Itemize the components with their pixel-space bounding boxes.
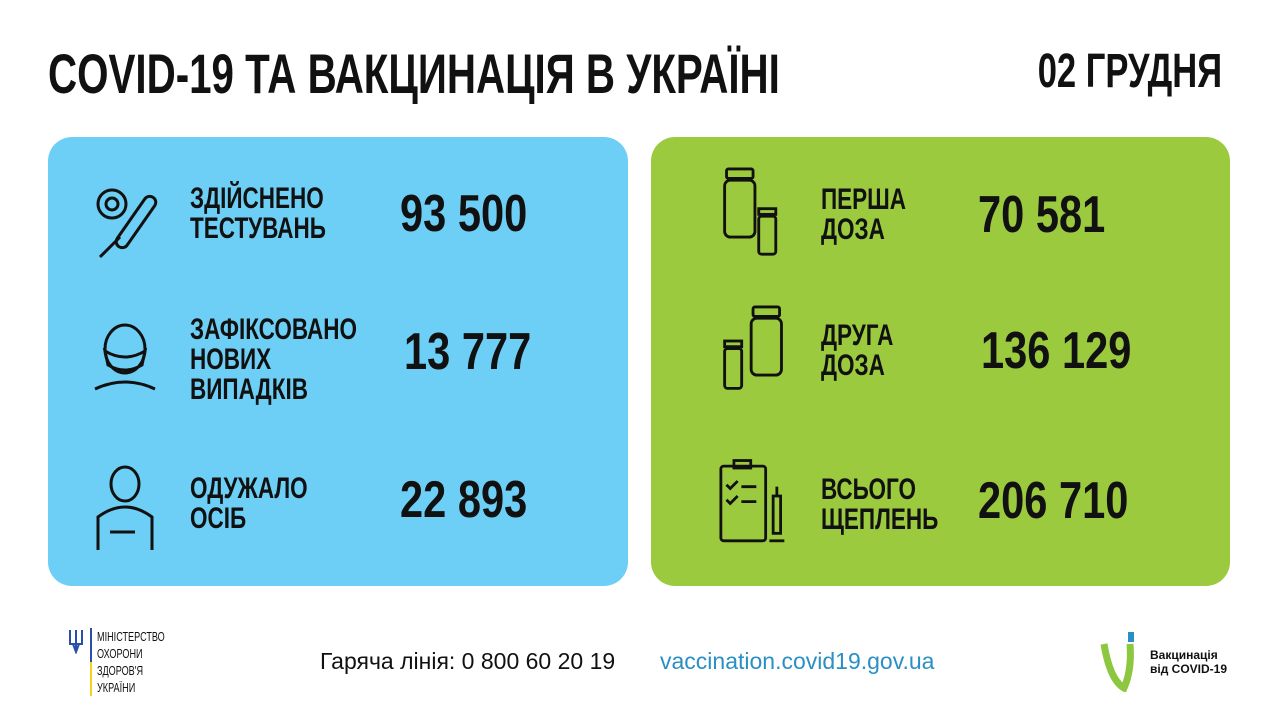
stat-first-dose: ПЕРША ДОЗА 70 581	[651, 167, 1230, 287]
vaccination-logo-text: Вакцинація від COVID-19	[1150, 648, 1228, 676]
stat-second-dose: ДРУГА ДОЗА 136 129	[651, 305, 1230, 425]
vaccination-logo-icon	[1100, 632, 1134, 692]
ministry-logo: МІНІСТЕРСТВО ОХОРОНИ ЗДОРОВ'Я УКРАЇНИ	[68, 628, 194, 696]
footer: МІНІСТЕРСТВО ОХОРОНИ ЗДОРОВ'Я УКРАЇНИ Гаряч…	[0, 610, 1280, 720]
hotline-text: Гаряча лінія: 0 800 60 20 19	[320, 648, 616, 674]
tests-value: 93 500	[400, 185, 528, 243]
covid-stats-panel: ЗДІЙСНЕНО ТЕСТУВАНЬ 93 500 ЗАФІКСОВАНО НОВ…	[48, 137, 628, 586]
stat-new-cases: ЗАФІКСОВАНО НОВИХ ВИПАДКІВ 13 777	[48, 312, 628, 432]
stat-total-vaccinations: ВСЬОГО ЩЕПЛЕНЬ 206 710	[651, 455, 1230, 575]
first-dose-value: 70 581	[978, 186, 1106, 244]
test-tube-icon	[96, 188, 158, 259]
stat-tests: ЗДІЙСНЕНО ТЕСТУВАНЬ 93 500	[48, 172, 628, 292]
vials-icon	[723, 305, 783, 390]
page-title: COVID-19 ТА ВАКЦИНАЦІЯ В УКРАЇНІ	[48, 42, 780, 105]
second-dose-value: 136 129	[981, 322, 1132, 380]
total-vaccinations-value: 206 710	[978, 472, 1129, 530]
recovered-person-icon	[96, 465, 154, 550]
stat-recovered: ОДУЖАЛО ОСІБ 22 893	[48, 457, 628, 577]
date-label: 02 ГРУДНЯ	[1037, 45, 1222, 98]
vials-icon	[723, 167, 778, 256]
masked-person-icon	[94, 323, 156, 391]
recovered-value: 22 893	[400, 471, 528, 529]
website-link[interactable]: vaccination.covid19.gov.ua	[660, 648, 935, 674]
vaccination-stats-panel: ПЕРША ДОЗА 70 581 ДРУГА ДОЗА 136 129 ВСЬОГ…	[651, 137, 1230, 586]
clipboard-syringe-icon	[719, 459, 785, 543]
trident-icon	[69, 630, 83, 654]
new-cases-value: 13 777	[404, 323, 532, 381]
